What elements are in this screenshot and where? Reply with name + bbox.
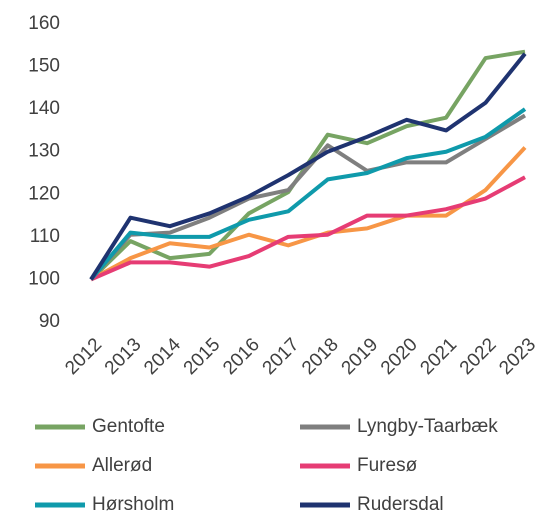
y-tick-label: 150 — [28, 56, 60, 77]
y-tick-label: 120 — [28, 183, 60, 204]
x-tick-label: 2014 — [140, 334, 185, 379]
series-line — [90, 146, 527, 282]
x-tick-label: 2020 — [377, 334, 422, 379]
legend-label: Allerød — [92, 455, 152, 476]
x-tick-label: 2012 — [61, 334, 106, 379]
x-tick-label: 2017 — [259, 334, 304, 379]
series-line — [89, 107, 527, 281]
y-tick-label: 140 — [28, 98, 60, 119]
y-tick-label: 100 — [28, 268, 60, 289]
x-tick-label: 2023 — [495, 334, 540, 379]
x-tick-label: 2022 — [456, 334, 501, 379]
x-tick-label: 2015 — [180, 334, 225, 379]
x-tick-label: 2019 — [338, 334, 383, 379]
legend-label: Gentofte — [92, 416, 165, 437]
y-tick-label: 130 — [28, 141, 60, 162]
legend-label: Hørsholm — [92, 494, 174, 515]
legend-label: Lyngby-Taarbæk — [357, 416, 498, 437]
x-tick-label: 2016 — [219, 334, 264, 379]
series-line — [90, 175, 526, 282]
x-tick-label: 2013 — [101, 334, 146, 379]
series-line — [89, 52, 527, 281]
legend-label: Rudersdal — [357, 494, 444, 515]
x-tick-label: 2021 — [416, 334, 461, 379]
x-tick-label: 2018 — [298, 334, 343, 379]
y-tick-label: 160 — [28, 13, 60, 34]
legend-label: Furesø — [357, 455, 418, 476]
y-tick-label: 90 — [39, 311, 60, 332]
series-line — [89, 113, 527, 281]
y-tick-label: 110 — [30, 226, 60, 247]
